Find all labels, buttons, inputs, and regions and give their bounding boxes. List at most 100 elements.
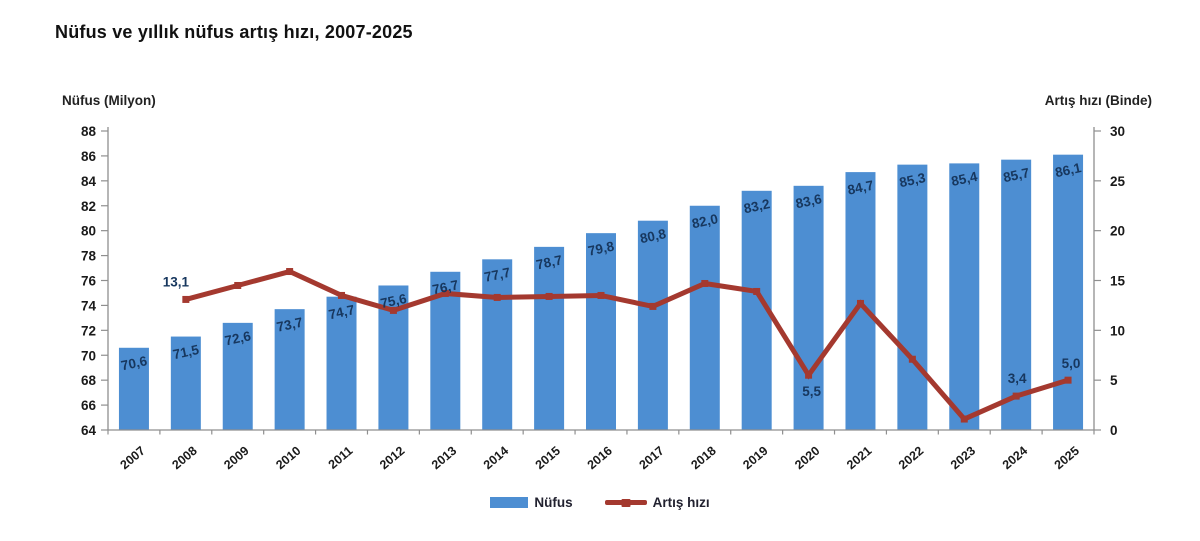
x-label-2019: 2019	[740, 444, 770, 473]
bar-value-label-2013: 76,7	[431, 277, 460, 297]
bar-value-label-2009: 72,6	[223, 328, 252, 348]
x-label-2009: 2009	[221, 444, 251, 473]
x-label-2007: 2007	[118, 444, 148, 473]
bar-value-label-2021: 84,7	[846, 178, 875, 198]
bar-2009	[222, 322, 253, 430]
left-axis-tick-label-76: 76	[81, 274, 97, 289]
right-axis-tick-label-20: 20	[1110, 224, 1125, 239]
growth-rate-label-2008: 13,1	[163, 274, 190, 289]
growth-rate-marker-2025	[1064, 376, 1072, 384]
bar-2023	[949, 163, 980, 430]
growth-rate-marker-2019	[753, 287, 761, 295]
right-axis-tick-label-30: 30	[1110, 124, 1125, 139]
right-axis-tick-label-0: 0	[1110, 423, 1118, 438]
bar-value-label-2017: 80,8	[639, 226, 668, 246]
x-label-2008: 2008	[169, 444, 199, 473]
x-label-2023: 2023	[948, 444, 978, 473]
legend-item-growth-rate: Artış hızı	[604, 495, 710, 510]
left-axis-tick-label-74: 74	[81, 298, 97, 313]
left-axis-tick-label-80: 80	[81, 224, 96, 239]
growth-rate-marker-2020	[805, 371, 813, 379]
legend-item-population: Nüfus	[490, 495, 573, 510]
legend-line-marker-icon	[621, 498, 631, 507]
growth-rate-marker-2010	[286, 268, 294, 276]
bar-2018	[689, 205, 720, 430]
growth-rate-marker-2017	[649, 302, 657, 310]
growth-rate-marker-2018	[701, 279, 709, 287]
bar-2011	[326, 296, 357, 430]
left-axis-tick-label-68: 68	[81, 373, 97, 388]
bar-value-label-2010: 73,7	[275, 315, 304, 335]
bar-value-label-2019: 83,2	[742, 196, 771, 216]
bar-value-label-2012: 75,6	[379, 291, 408, 311]
bar-2016	[586, 233, 616, 430]
bar-2017	[637, 220, 668, 430]
chart-title: Nüfus ve yıllık nüfus artış hızı, 2007-2…	[55, 22, 413, 42]
right-axis-tick-label-15: 15	[1110, 274, 1126, 289]
x-label-2017: 2017	[637, 444, 667, 473]
growth-rate-marker-2011	[338, 291, 346, 299]
legend: Nüfus Artış hızı	[0, 495, 1200, 510]
left-axis-tick-label-66: 66	[81, 398, 97, 413]
bar-value-label-2014: 77,7	[483, 265, 512, 285]
left-axis-tick-label-84: 84	[81, 174, 97, 189]
bar-2008	[170, 336, 201, 430]
legend-line-swatch-icon	[604, 498, 647, 507]
bar-value-label-2020: 83,6	[794, 191, 823, 211]
left-axis-tick-label-78: 78	[81, 249, 97, 264]
legend-bar-swatch-icon	[490, 497, 529, 508]
x-label-2014: 2014	[481, 444, 511, 473]
bar-value-label-2007: 70,6	[120, 353, 149, 373]
bar-2007	[118, 347, 149, 430]
bar-value-label-2015: 78,7	[535, 252, 564, 272]
x-label-2016: 2016	[585, 444, 615, 473]
left-axis-title: Nüfus (Milyon)	[62, 93, 156, 108]
bar-value-label-2024: 85,7	[1002, 165, 1031, 185]
growth-rate-marker-2008	[182, 295, 190, 303]
legend-label-population: Nüfus	[534, 495, 573, 510]
right-axis-tick-label-5: 5	[1110, 373, 1118, 388]
right-axis-tick-label-10: 10	[1110, 323, 1125, 338]
left-axis-tick-label-88: 88	[81, 124, 97, 139]
bar-2024	[1001, 159, 1032, 430]
growth-rate-marker-2014	[493, 293, 501, 301]
left-axis-tick-label-86: 86	[81, 149, 97, 164]
growth-rate-marker-2022	[908, 355, 916, 363]
bar-value-label-2018: 82,0	[690, 211, 719, 231]
left-axis-tick-label-70: 70	[81, 348, 96, 363]
growth-rate-marker-2013	[441, 289, 449, 297]
bar-2015	[534, 246, 565, 430]
x-label-2022: 2022	[896, 444, 926, 473]
growth-rate-marker-2016	[597, 291, 605, 299]
growth-rate-marker-2024	[1012, 392, 1020, 400]
right-axis-title: Artış hızı (Binde)	[1044, 93, 1152, 108]
growth-rate-marker-2023	[960, 415, 968, 423]
x-label-2010: 2010	[273, 444, 303, 473]
left-axis-tick-label-82: 82	[81, 199, 96, 214]
bar-value-label-2025: 86,1	[1054, 160, 1083, 180]
right-axis-tick-label-25: 25	[1110, 174, 1126, 189]
x-label-2013: 2013	[429, 444, 459, 473]
x-label-2018: 2018	[688, 444, 718, 473]
growth-rate-marker-2009	[234, 281, 242, 289]
left-axis-tick-label-64: 64	[81, 423, 97, 438]
x-label-2015: 2015	[533, 444, 563, 473]
x-label-2012: 2012	[377, 444, 407, 473]
legend-label-growth-rate: Artış hızı	[652, 495, 710, 510]
growth-rate-label-2020: 5,5	[802, 384, 821, 399]
x-label-2011: 2011	[326, 444, 356, 472]
growth-rate-line	[185, 268, 1069, 423]
growth-rate-marker-2012	[389, 306, 397, 314]
growth-rate-marker-2021	[856, 299, 864, 307]
growth-rate-label-2025: 5,0	[1062, 356, 1081, 371]
bar-2010	[274, 309, 305, 430]
bar-2022	[897, 164, 928, 430]
x-label-2024: 2024	[1000, 444, 1030, 473]
x-label-2021: 2021	[844, 444, 874, 473]
bar-value-label-2023: 85,4	[950, 169, 979, 189]
bar-value-label-2008: 71,5	[172, 342, 201, 362]
bar-value-label-2011: 74,7	[327, 302, 356, 322]
bar-2014	[482, 259, 513, 430]
